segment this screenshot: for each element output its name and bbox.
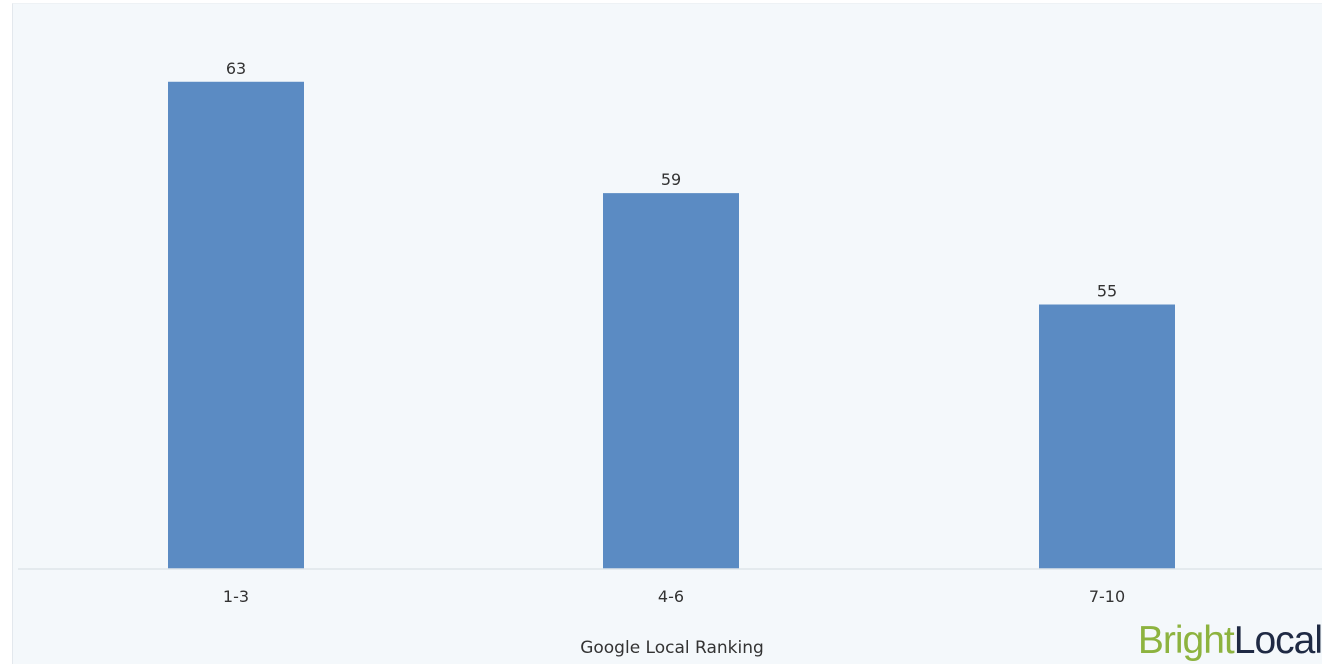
logo-part-local: Local (1233, 619, 1322, 662)
x-tick-label-4-6: 4-6 (658, 587, 684, 606)
x-tick-label-7-10: 7-10 (1089, 587, 1125, 606)
bars-layer: 63 59 55 (168, 59, 1175, 570)
data-label-4-6: 59 (661, 170, 681, 189)
x-tick-label-1-3: 1-3 (223, 587, 249, 606)
brightlocal-logo: BrightLocal (1138, 619, 1322, 663)
bar-4-6 (603, 193, 739, 569)
x-axis-title: Google Local Ranking (580, 638, 764, 658)
logo-part-bright: Bright (1137, 619, 1235, 662)
bar-1-3 (168, 81, 304, 570)
data-label-7-10: 55 (1097, 282, 1117, 301)
x-tick-labels: 1-3 4-6 7-10 (223, 587, 1125, 606)
data-label-1-3: 63 (226, 59, 246, 78)
bar-7-10 (1039, 304, 1175, 569)
